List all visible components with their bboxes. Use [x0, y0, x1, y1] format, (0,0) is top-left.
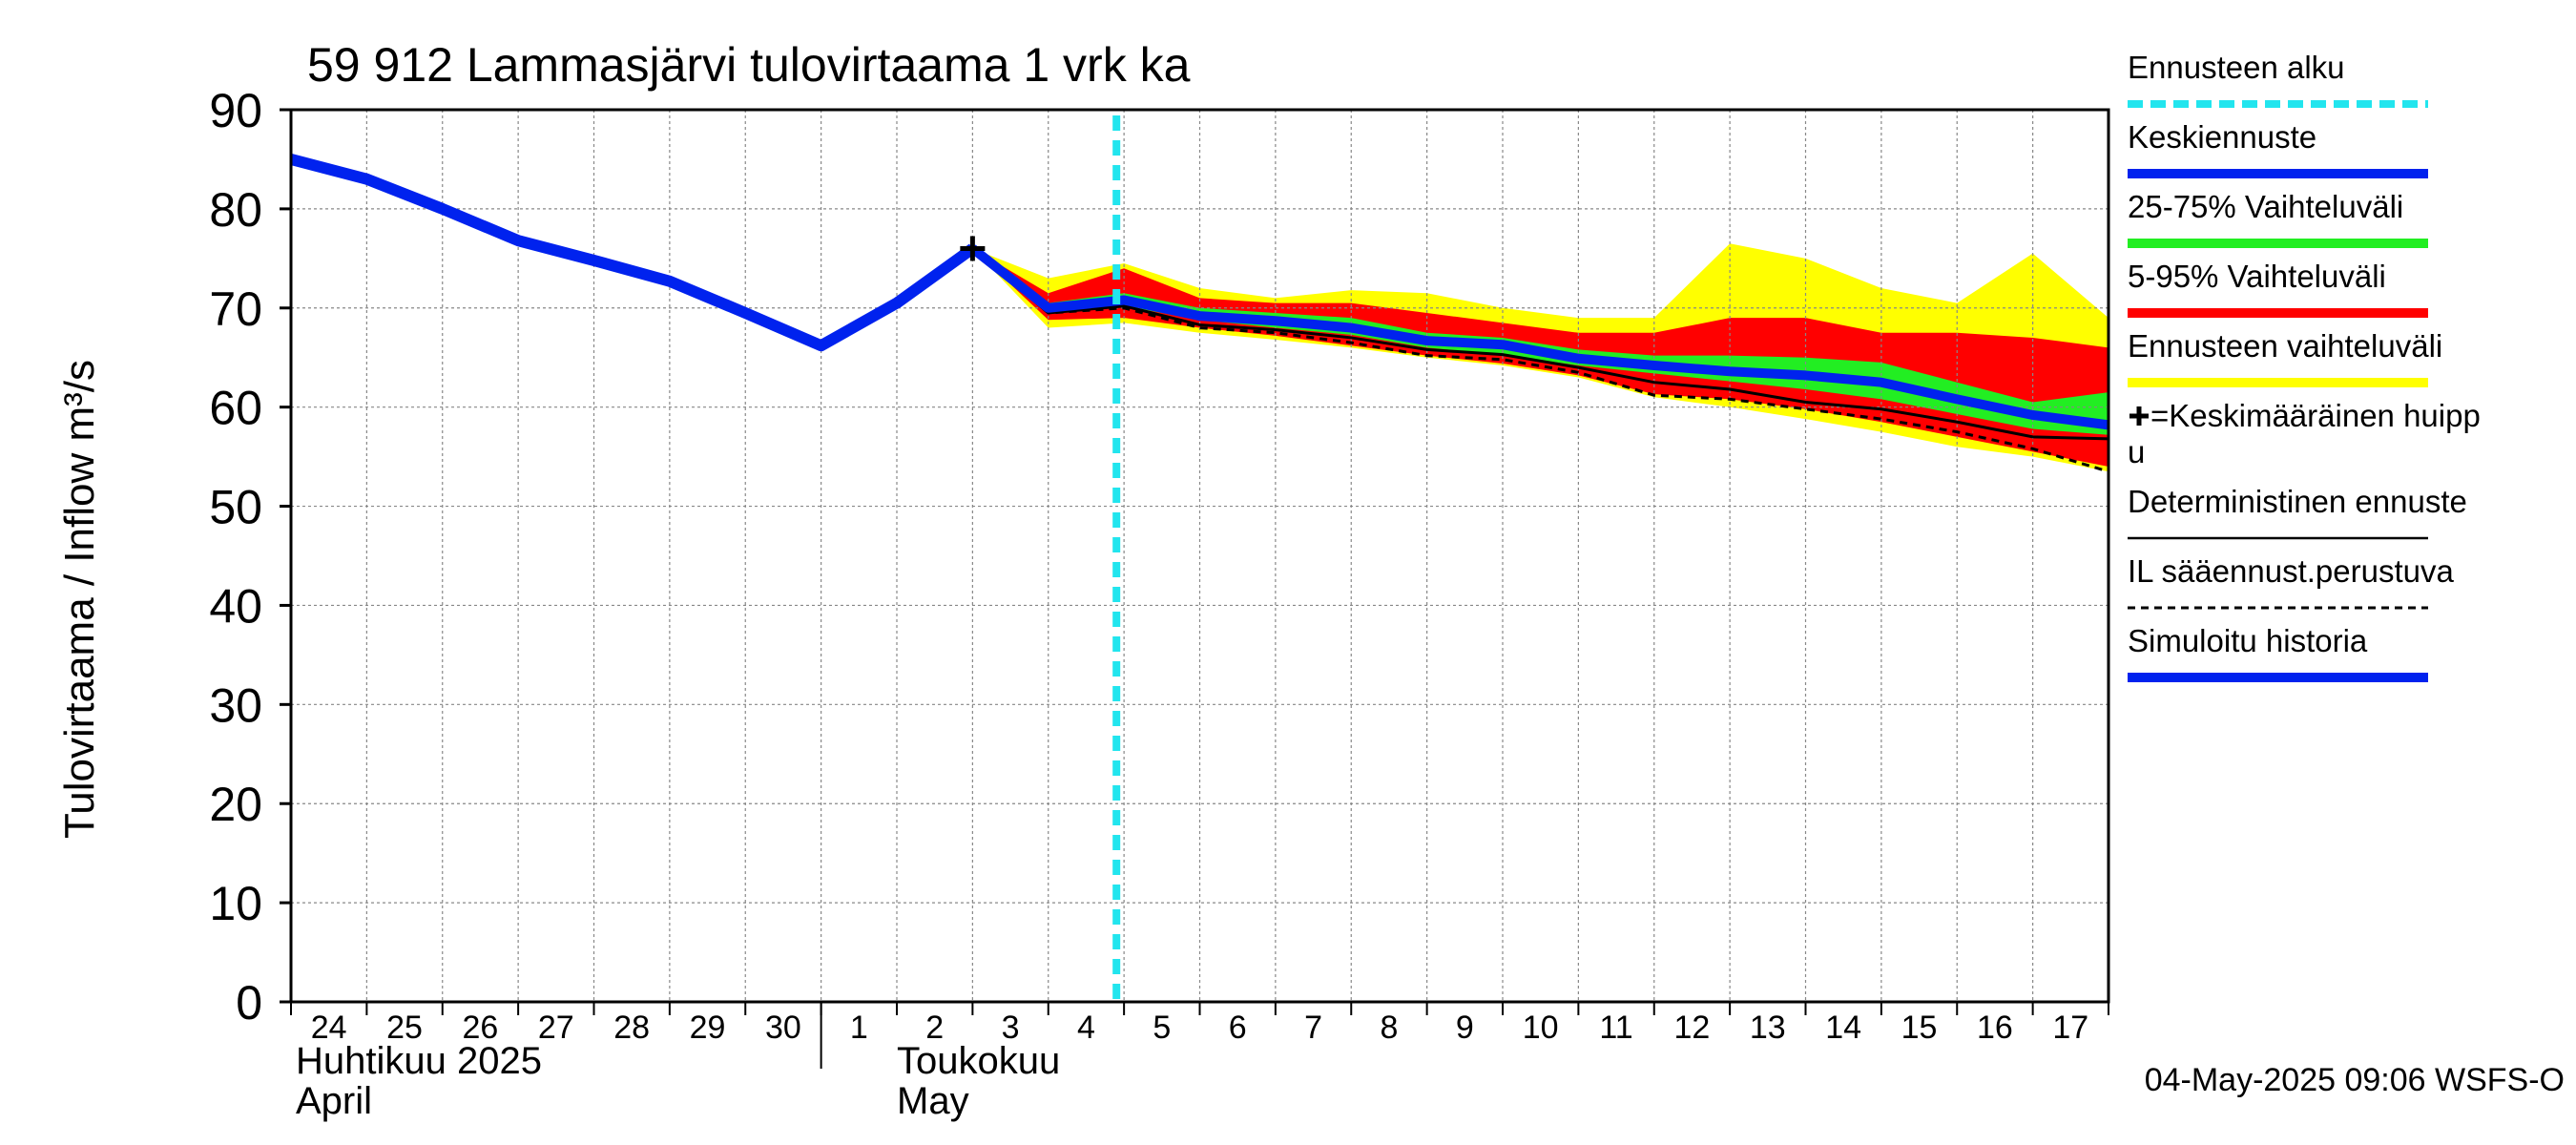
- x-tick-label-14: 8: [1380, 1010, 1398, 1046]
- series-il-saaennuste: [971, 247, 2109, 473]
- legend: Ennusteen alku Keskiennuste 25-75% Vaihtel…: [2128, 50, 2481, 682]
- legend-label: Simuloitu historia: [2128, 623, 2368, 658]
- series-lines: [289, 115, 2109, 1002]
- series-keskiennuste: [969, 244, 2109, 430]
- legend-item-3: 5-95% Vaihteluväli: [2128, 259, 2428, 318]
- y-tick-label-60: 60: [209, 382, 262, 435]
- y-tick-labels: 0 10 20 30 40 50 60 70 80 90: [209, 84, 262, 1030]
- legend-item-8: Simuloitu historia: [2128, 623, 2428, 682]
- x-tick-label-5: 29: [690, 1010, 726, 1046]
- chart-title: 59 912 Lammasjärvi tulovirtaama 1 vrk ka: [307, 38, 1191, 92]
- legend-label: =Keskimääräinen huipp: [2150, 398, 2481, 433]
- y-axis-label: Tulovirtaama / Inflow m³/s: [56, 360, 103, 839]
- x-tick-label-21: 15: [1901, 1010, 1938, 1046]
- axes: [280, 108, 2110, 1069]
- month-label-may-fi: Toukokuu: [897, 1040, 1060, 1082]
- legend-item-4: Ennusteen vaihteluväli: [2128, 328, 2442, 387]
- legend-item-1: Keskiennuste: [2128, 119, 2428, 178]
- x-tick-label-0: 24: [311, 1010, 347, 1046]
- x-tick-labels: 24 25 26 27 28 29 30 1 2 3 4 5 6 7 8 9 10 11 12 13 14 15 16 17: [311, 1010, 2088, 1046]
- x-tick-label-13: 7: [1304, 1010, 1322, 1046]
- legend-item-2: 25-75% Vaihteluväli: [2128, 189, 2428, 248]
- x-tick-label-9: 3: [1002, 1010, 1020, 1046]
- x-tick-label-1: 25: [386, 1010, 423, 1046]
- x-tick-label-15: 9: [1456, 1010, 1474, 1046]
- x-tick-label-7: 1: [850, 1010, 868, 1046]
- legend-item-7: IL sääennust.perustuva: [2128, 553, 2454, 610]
- legend-label: 25-75% Vaihteluväli: [2128, 189, 2403, 224]
- x-tick-label-23: 17: [2052, 1010, 2088, 1046]
- x-tick-label-17: 11: [1599, 1010, 1632, 1046]
- series-simulated-history: [289, 154, 976, 352]
- y-tick-label-20: 20: [209, 778, 262, 831]
- y-tick-label-30: 30: [209, 678, 262, 732]
- x-tick-label-16: 10: [1523, 1010, 1559, 1046]
- x-tick-label-11: 5: [1153, 1010, 1171, 1046]
- x-tick-label-12: 6: [1229, 1010, 1247, 1046]
- footer-timestamp: 04-May-2025 09:06 WSFS-O: [2145, 1062, 2565, 1098]
- y-tick-label-80: 80: [209, 183, 262, 237]
- legend-label: Keskiennuste: [2128, 119, 2316, 155]
- y-tick-label-90: 90: [209, 84, 262, 137]
- legend-label: Ennusteen vaihteluväli: [2128, 328, 2442, 364]
- legend-item-6: Deterministinen ennuste: [2128, 484, 2467, 540]
- series-deterministinen: [971, 247, 2109, 441]
- y-tick-label-70: 70: [209, 282, 262, 336]
- x-tick-label-18: 12: [1674, 1010, 1711, 1046]
- x-tick-label-8: 2: [925, 1010, 944, 1046]
- month-label-may-en: May: [897, 1080, 969, 1122]
- y-tick-label-40: 40: [209, 579, 262, 633]
- x-tick-label-10: 4: [1077, 1010, 1095, 1046]
- x-tick-label-20: 14: [1825, 1010, 1861, 1046]
- peak-marker: [960, 236, 986, 261]
- x-tick-label-22: 16: [1977, 1010, 2013, 1046]
- legend-label: Deterministinen ennuste: [2128, 484, 2467, 519]
- x-tick-label-4: 28: [613, 1010, 650, 1046]
- forecast-bands: [972, 243, 2109, 472]
- y-tick-label-50: 50: [209, 481, 262, 534]
- legend-label: 5-95% Vaihteluväli: [2128, 259, 2386, 294]
- month-label-april-en: April: [296, 1080, 372, 1122]
- y-tick-label-0: 0: [236, 976, 262, 1030]
- x-tick-label-6: 30: [765, 1010, 801, 1046]
- legend-label: Ennusteen alku: [2128, 50, 2345, 85]
- y-tick-label-10: 10: [209, 877, 262, 930]
- grid-lines: [291, 109, 2109, 1002]
- legend-item-0: Ennusteen alku: [2128, 50, 2428, 108]
- x-tick-label-19: 13: [1750, 1010, 1786, 1046]
- month-label-april-fi: Huhtikuu 2025: [296, 1040, 542, 1082]
- x-tick-label-3: 27: [538, 1010, 574, 1046]
- band-25-75: [972, 248, 2109, 435]
- legend-label-cont: u: [2128, 434, 2145, 469]
- legend-label: IL sääennust.perustuva: [2128, 553, 2454, 589]
- x-tick-label-2: 26: [463, 1010, 499, 1046]
